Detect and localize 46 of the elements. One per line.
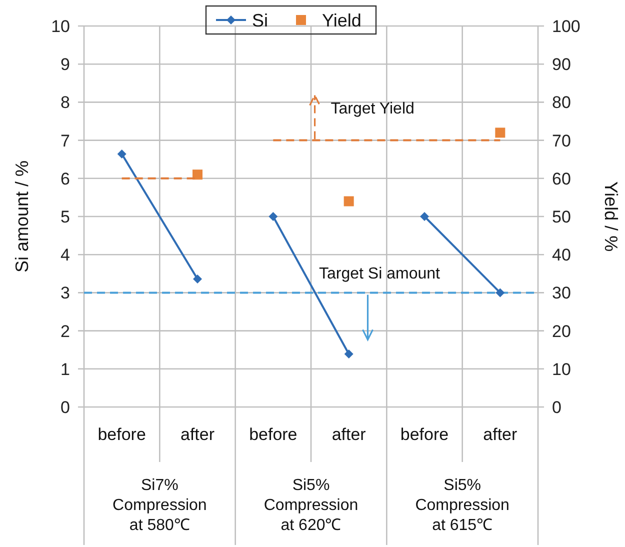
y2-tick-label: 0: [552, 398, 562, 417]
y2-tick-label: 100: [552, 16, 580, 36]
y2-tick-label: 90: [552, 55, 571, 74]
point: [495, 128, 506, 138]
x-tick-label: after: [483, 425, 518, 444]
y2-tick-label: 60: [552, 169, 571, 188]
y-tick-label: 8: [60, 93, 70, 112]
point: [192, 170, 202, 180]
x-tick-label: before: [400, 425, 449, 444]
text: Si5% Compression at 615℃: [415, 477, 510, 534]
legend-label: Si: [252, 10, 268, 30]
y2-axis-title: Yield / %: [601, 181, 621, 252]
ref-line-label: Target Si amount: [319, 266, 441, 283]
y2-tick-label: 40: [552, 246, 571, 265]
x-tick-label: after: [332, 425, 366, 444]
y2-tick-label: 50: [552, 207, 571, 226]
y-tick-label: 5: [60, 207, 70, 226]
y2-tick-label: 80: [552, 93, 571, 112]
y-tick-label: 0: [60, 398, 70, 417]
point: [420, 212, 429, 221]
y2-tick-label: 30: [552, 284, 571, 303]
y-tick-label: 9: [60, 55, 70, 74]
text: Si7% Compression at 580℃: [112, 477, 207, 534]
point: [193, 274, 202, 284]
y2-tick-label: 20: [552, 322, 571, 341]
point: [344, 196, 354, 206]
y-tick-label: 7: [60, 131, 70, 150]
legend-label: Yield: [322, 10, 362, 30]
point: [268, 212, 278, 221]
point: [344, 350, 354, 359]
text: Si5% Compression at 620℃: [264, 477, 358, 534]
y-tick-label: 6: [60, 169, 70, 188]
point: [117, 150, 126, 159]
x-tick-label: after: [180, 425, 215, 444]
y-tick-label: 4: [60, 246, 70, 265]
y2-tick-label: 70: [552, 131, 571, 150]
point: [496, 288, 505, 298]
y-tick-label: 2: [60, 322, 70, 341]
y-axis-title: Si amount / %: [12, 160, 32, 273]
y2-tick-label: 10: [552, 360, 571, 379]
y-tick-label: 3: [60, 284, 70, 303]
x-tick-label: before: [98, 425, 146, 444]
x-tick-label: before: [249, 425, 298, 444]
y-tick-label: 10: [51, 16, 70, 36]
y-tick-label: 1: [60, 360, 70, 379]
legend-label: Target Yield: [330, 100, 414, 118]
